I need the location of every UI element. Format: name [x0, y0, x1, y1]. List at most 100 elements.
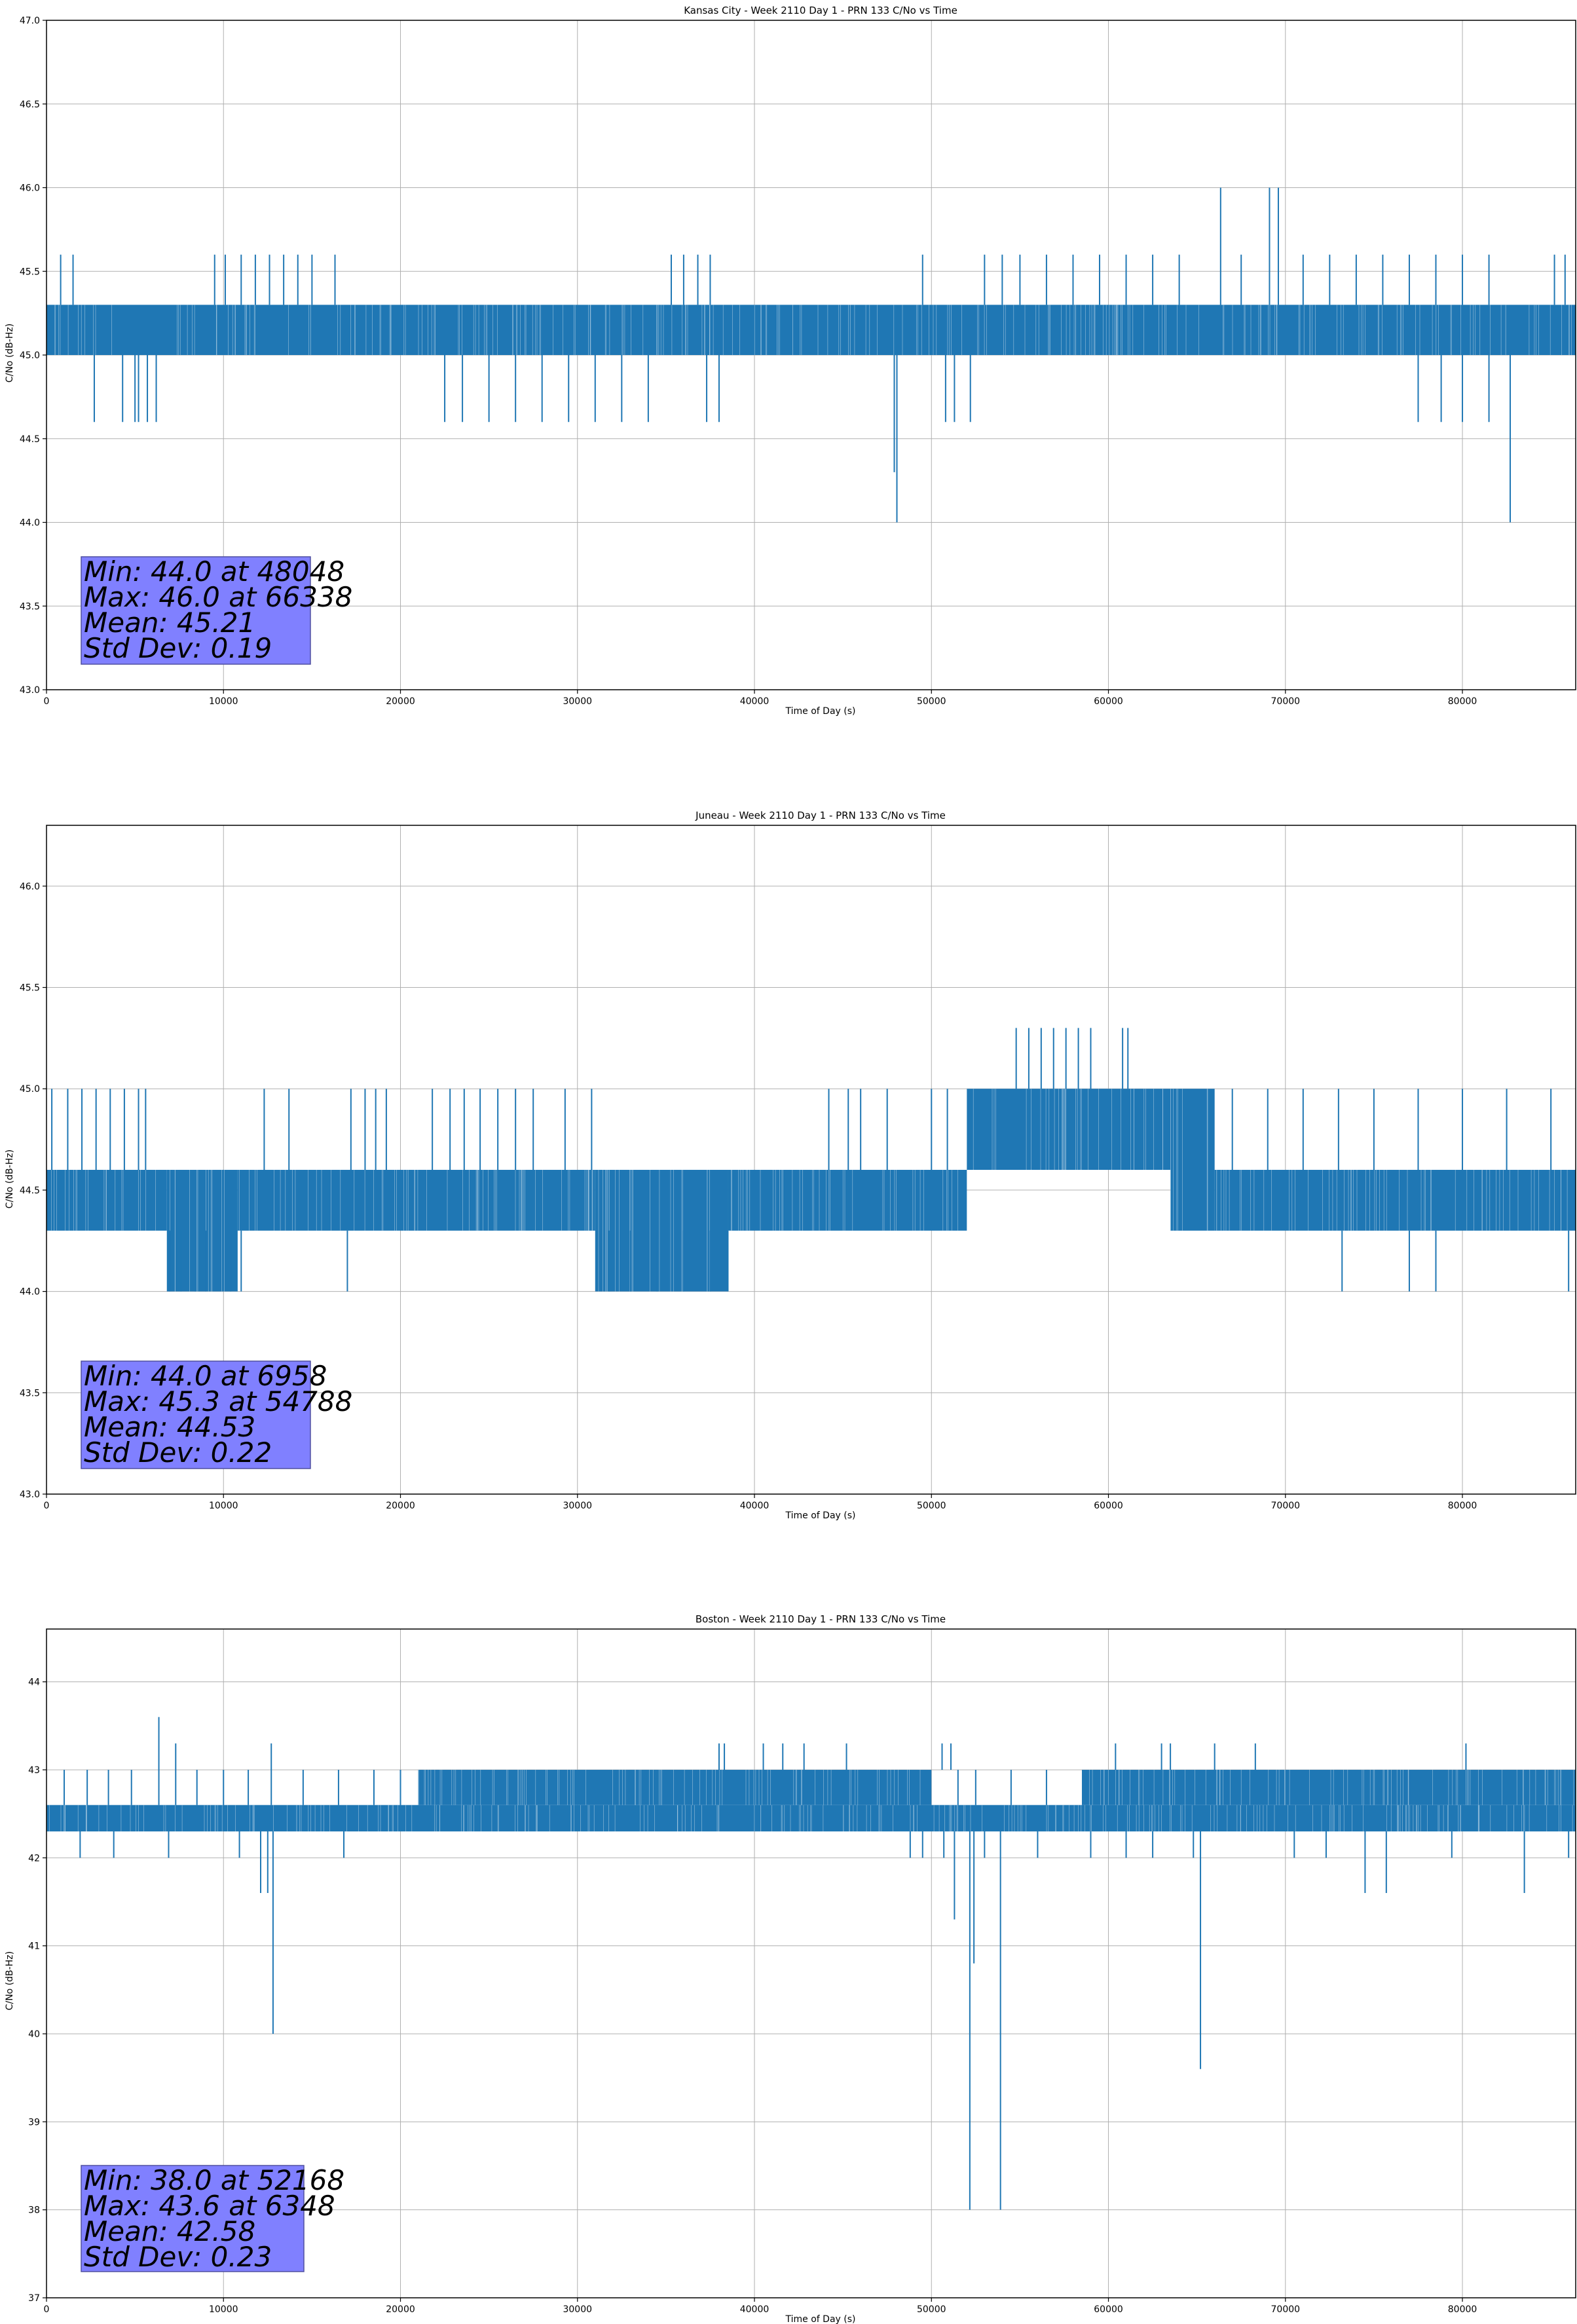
- y-axis-label: C/No (dB-Hz): [5, 1150, 15, 1209]
- y-tick-label: 45.5: [20, 267, 40, 277]
- panel-kansas-city: Kansas City - Week 2110 Day 1 - PRN 133 …: [5, 5, 1576, 717]
- y-tick-label: 46.5: [20, 100, 40, 110]
- cno-band-gap: [731, 1170, 958, 1231]
- stat-min: Min: 38.0 at 52168: [84, 2164, 344, 2196]
- x-axis-label: Time of Day (s): [785, 1510, 856, 1521]
- y-axis-label: C/No (dB-Hz): [5, 324, 15, 383]
- x-tick-label: 40000: [740, 696, 770, 707]
- cno-band-gap: [238, 1170, 593, 1231]
- stat-std-dev: Std Dev: 0.23: [84, 2241, 272, 2273]
- y-tick-label: 46.0: [20, 882, 40, 892]
- y-tick-label: 44.0: [20, 1287, 40, 1298]
- y-axis-label: C/No (dB-Hz): [5, 1951, 15, 2010]
- y-tick-label: 46.0: [20, 183, 40, 194]
- cno-band-gap: [973, 1089, 1163, 1170]
- chart-title: Juneau - Week 2110 Day 1 - PRN 133 C/No …: [695, 810, 946, 821]
- x-tick-label: 20000: [386, 1501, 415, 1511]
- x-tick-label: 0: [44, 1501, 50, 1511]
- x-tick-label: 30000: [563, 696, 592, 707]
- y-tick-label: 39: [28, 2117, 40, 2127]
- y-tick-label: 42: [28, 1853, 40, 1864]
- x-tick-label: 40000: [740, 1501, 770, 1511]
- x-tick-label: 30000: [563, 2304, 592, 2315]
- stat-min: Min: 44.0 at 6958: [84, 1360, 327, 1392]
- cno-band: [1170, 1089, 1215, 1231]
- x-tick-label: 70000: [1271, 2304, 1301, 2315]
- y-tick-label: 43.5: [20, 1388, 40, 1398]
- cno-band: [46, 1805, 1576, 1831]
- cno-series: [46, 1717, 1576, 2210]
- cno-band: [237, 1169, 595, 1231]
- x-tick-label: 10000: [209, 2304, 238, 2315]
- x-axis-label: Time of Day (s): [785, 706, 856, 717]
- y-tick-label: 38: [28, 2205, 40, 2216]
- x-tick-label: 60000: [1094, 2304, 1123, 2315]
- x-tick-label: 50000: [917, 1501, 946, 1511]
- x-tick-label: 80000: [1448, 696, 1477, 707]
- x-tick-label: 40000: [740, 2304, 770, 2315]
- axis-ticks: 0 10000 20000 30000 40000 50000 60000 70000 8000…: [20, 16, 1477, 707]
- x-tick-label: 0: [44, 696, 50, 707]
- panel-boston: Boston - Week 2110 Day 1 - PRN 133 C/No …: [5, 1613, 1576, 2324]
- y-tick-label: 45.0: [20, 350, 40, 361]
- x-axis-label: Time of Day (s): [785, 2314, 856, 2324]
- y-tick-label: 44.0: [20, 518, 40, 529]
- grid-lines: [46, 825, 1576, 1494]
- y-tick-label: 40: [28, 2029, 40, 2040]
- stat-max: Max: 45.3 at 54788: [84, 1385, 352, 1417]
- cno-band: [728, 1169, 967, 1231]
- x-tick-label: 80000: [1448, 1501, 1477, 1511]
- cno-band-gap: [49, 1805, 1573, 1831]
- x-tick-label: 30000: [563, 1501, 592, 1511]
- cno-band-gap: [1216, 1170, 1568, 1231]
- x-tick-label: 70000: [1271, 1501, 1301, 1511]
- cno-band-gap: [54, 305, 1572, 355]
- y-tick-label: 44.5: [20, 434, 40, 445]
- stat-mean: Mean: 42.58: [84, 2215, 255, 2247]
- stats-box-background: [81, 1360, 311, 1469]
- y-tick-label: 45.0: [20, 1084, 40, 1095]
- axis-ticks: 0 10000 20000 30000 40000 50000 60000 70000 8000…: [28, 1677, 1477, 2315]
- stat-max: Max: 46.0 at 66338: [84, 581, 352, 613]
- y-tick-label: 43.5: [20, 601, 40, 612]
- cno-band: [418, 1769, 932, 1805]
- y-tick-label: 47.0: [20, 16, 40, 26]
- stat-mean: Mean: 45.21: [84, 607, 255, 639]
- x-tick-label: 80000: [1448, 2304, 1477, 2315]
- stats-box: Min: 44.0 at 6958 Max: 45.3 at 54788 Mea…: [81, 1360, 352, 1469]
- x-tick-label: 0: [44, 2304, 50, 2315]
- x-tick-label: 10000: [209, 1501, 238, 1511]
- stat-std-dev: Std Dev: 0.19: [84, 632, 272, 664]
- stats-box: Min: 44.0 at 48048 Max: 46.0 at 66338 Me…: [81, 555, 352, 665]
- panel-juneau: Juneau - Week 2110 Day 1 - PRN 133 C/No …: [5, 810, 1576, 1521]
- cno-series: [46, 187, 1576, 523]
- plot-frame: [46, 1628, 1576, 2298]
- x-tick-label: 60000: [1094, 1501, 1123, 1511]
- stat-mean: Mean: 44.53: [84, 1411, 255, 1443]
- x-tick-label: 20000: [386, 696, 415, 707]
- y-tick-label: 41: [28, 1941, 40, 1952]
- cno-band-gap: [418, 1769, 921, 1805]
- cno-band-gap: [1170, 1089, 1208, 1231]
- chart-title: Kansas City - Week 2110 Day 1 - PRN 133 …: [684, 5, 957, 16]
- stats-box-background: [81, 556, 311, 665]
- stat-std-dev: Std Dev: 0.22: [84, 1436, 272, 1469]
- cno-band: [595, 1169, 728, 1292]
- x-tick-label: 50000: [917, 696, 946, 707]
- x-tick-label: 50000: [917, 2304, 946, 2315]
- cno-band-gap: [1089, 1769, 1574, 1805]
- y-tick-label: 44.5: [20, 1186, 40, 1196]
- x-tick-label: 20000: [386, 2304, 415, 2315]
- y-tick-label: 37: [28, 2293, 40, 2304]
- y-tick-label: 45.5: [20, 983, 40, 994]
- x-tick-label: 10000: [209, 696, 238, 707]
- stats-box-background: [81, 2165, 305, 2272]
- cno-series: [46, 1028, 1576, 1292]
- plot-frame: [46, 825, 1576, 1495]
- y-tick-label: 43.0: [20, 685, 40, 696]
- x-tick-label: 70000: [1271, 696, 1301, 707]
- cno-band: [967, 1089, 1171, 1170]
- y-tick-label: 44: [28, 1677, 40, 1688]
